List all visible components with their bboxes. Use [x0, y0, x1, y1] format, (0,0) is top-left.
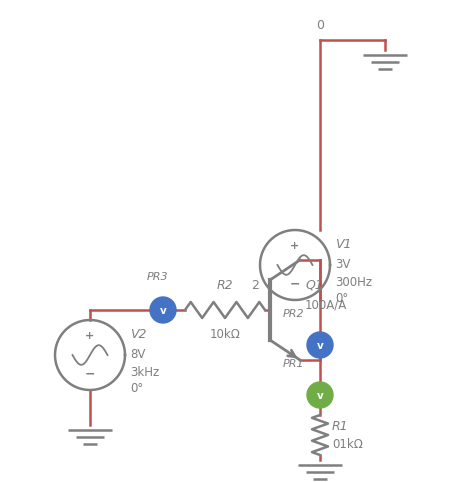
Text: 3kHz: 3kHz — [130, 365, 159, 378]
Text: PR3: PR3 — [147, 272, 169, 282]
Text: +: + — [291, 241, 300, 251]
Circle shape — [307, 382, 333, 408]
Text: −: − — [85, 368, 95, 381]
Text: PR1: PR1 — [283, 359, 304, 369]
Text: V1: V1 — [335, 239, 352, 252]
Text: −: − — [290, 278, 300, 291]
Text: R2: R2 — [217, 279, 233, 292]
Text: 0°: 0° — [335, 293, 348, 306]
Text: 3V: 3V — [335, 258, 350, 271]
Text: v: v — [160, 306, 166, 316]
Text: 0: 0 — [316, 19, 324, 32]
Text: 2: 2 — [251, 279, 259, 292]
Circle shape — [150, 297, 176, 323]
Circle shape — [307, 332, 333, 358]
Text: PR2: PR2 — [283, 309, 304, 319]
Text: R1: R1 — [332, 420, 348, 433]
Text: v: v — [317, 341, 323, 351]
Text: V2: V2 — [130, 329, 146, 342]
Text: 100A/A: 100A/A — [305, 298, 347, 311]
Text: 8V: 8V — [130, 348, 146, 362]
Text: v: v — [317, 391, 323, 401]
Text: 01kΩ: 01kΩ — [332, 439, 363, 452]
Text: 0°: 0° — [130, 383, 143, 396]
Text: Q1: Q1 — [305, 279, 323, 292]
Text: 10kΩ: 10kΩ — [210, 328, 240, 341]
Text: 300Hz: 300Hz — [335, 276, 372, 289]
Text: +: + — [85, 331, 95, 341]
